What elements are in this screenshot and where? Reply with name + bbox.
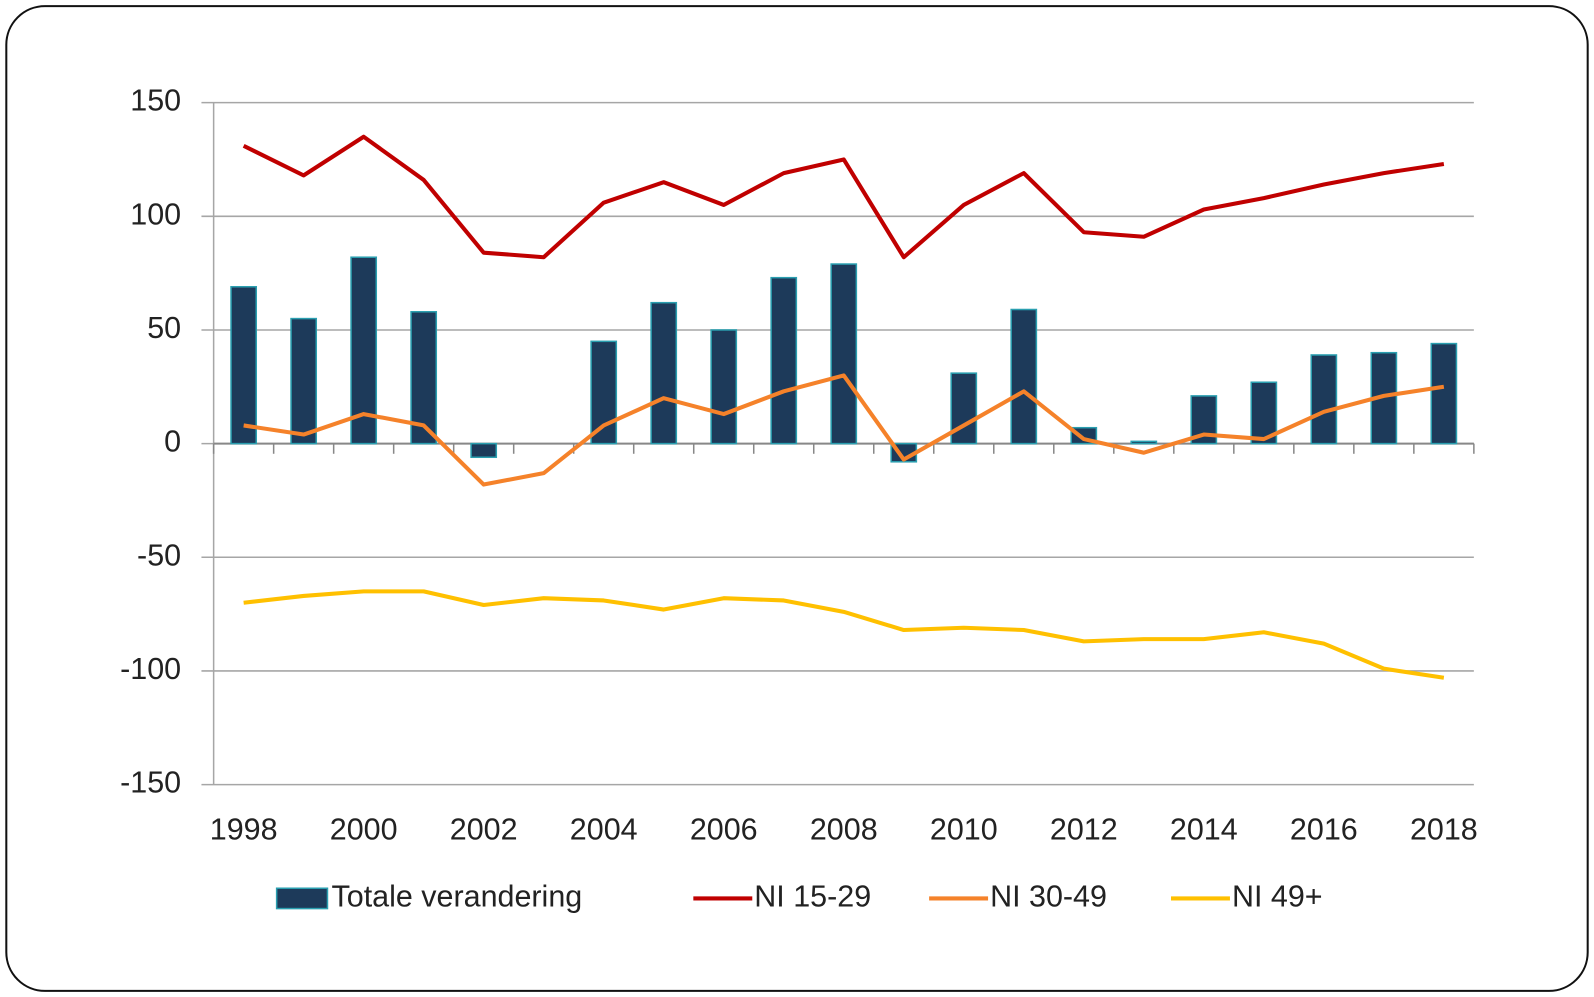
- x-tick-label: 2000: [330, 812, 398, 846]
- bar: [1370, 351, 1398, 445]
- x-tick-label: 1998: [210, 812, 278, 846]
- x-tick-label: 2006: [690, 812, 758, 846]
- bar: [1310, 354, 1338, 445]
- y-tick-label: 150: [130, 84, 181, 118]
- x-tick-label: 2018: [1410, 812, 1478, 846]
- x-tick-label: 2008: [810, 812, 878, 846]
- bar: [590, 340, 618, 445]
- bar: [650, 301, 678, 445]
- x-tick-label: 2010: [930, 812, 998, 846]
- bar: [950, 372, 978, 445]
- y-tick-label: -150: [120, 766, 181, 800]
- bar: [1010, 308, 1038, 445]
- line: [243, 373, 1445, 487]
- bar: [290, 317, 318, 445]
- bar: [230, 286, 258, 445]
- legend-label: NI 15-29: [754, 879, 871, 913]
- x-tick-label: 2014: [1170, 812, 1238, 846]
- y-tick-label: 100: [130, 197, 181, 231]
- x-tick-label: 2012: [1050, 812, 1118, 846]
- bar: [830, 263, 858, 445]
- line: [242, 134, 1445, 260]
- legend-label: NI 30-49: [990, 879, 1107, 913]
- bar: [1250, 381, 1278, 445]
- bar: [410, 311, 438, 445]
- line: [243, 589, 1445, 680]
- legend-label: Totale verandering: [332, 879, 583, 913]
- bar: [710, 329, 738, 445]
- legend-label: NI 49+: [1232, 879, 1323, 913]
- bar: [1430, 342, 1458, 445]
- y-tick-label: 0: [164, 425, 181, 459]
- bar: [470, 442, 498, 459]
- y-tick-label: -100: [120, 652, 181, 686]
- x-tick-label: 2016: [1290, 812, 1358, 846]
- x-tick-label: 2002: [450, 812, 518, 846]
- legend-swatch: [275, 887, 329, 910]
- y-tick-label: 50: [147, 311, 181, 345]
- x-tick-label: 2004: [570, 812, 638, 846]
- bar: [1130, 440, 1158, 445]
- bar: [770, 276, 798, 445]
- frame: [5, 5, 1589, 992]
- y-tick-label: -50: [137, 538, 181, 572]
